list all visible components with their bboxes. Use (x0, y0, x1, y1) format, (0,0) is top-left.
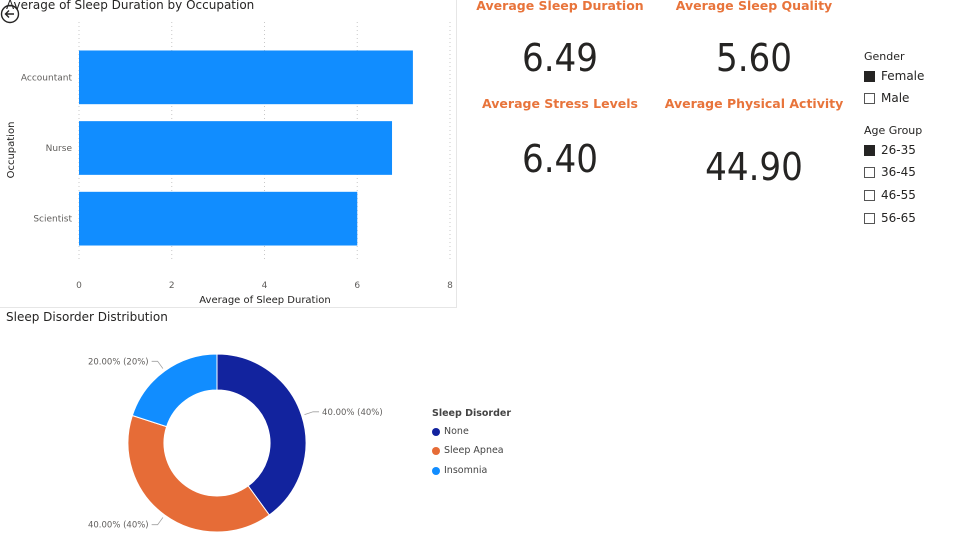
kpi-value-stress-levels: 6.40 (521, 137, 599, 181)
x-tick-label: 2 (169, 281, 175, 291)
gender-option-male[interactable]: Male (864, 91, 909, 105)
category-label: Accountant (21, 73, 73, 83)
data-label: 40.00% (40%) (88, 521, 149, 531)
age-option-label: 36-45 (881, 165, 916, 179)
leader-line (304, 411, 320, 415)
x-tick-label: 8 (447, 281, 453, 291)
bar-chart-title: Average of Sleep Duration by Occupation (6, 0, 255, 12)
data-label: 20.00% (20%) (88, 357, 149, 367)
age-option-36-45[interactable]: 36-45 (864, 165, 916, 179)
legend-item-label: Insomnia (444, 465, 488, 476)
legend-dot-icon (432, 427, 440, 436)
x-tick-label: 0 (76, 281, 82, 291)
gender-option-label: Female (881, 69, 925, 83)
checkbox-checked-icon (864, 144, 875, 156)
bar-chart-panel (0, 0, 457, 308)
kpi-value-sleep-quality: 5.60 (715, 36, 793, 80)
legend-item-label: Sleep Apnea (444, 445, 504, 456)
back-arrow-button[interactable] (0, 4, 20, 24)
donut-slice (216, 353, 307, 516)
bar-chart-ylabel: Occupation (6, 122, 17, 179)
category-label: Nurse (46, 144, 73, 154)
leader-line (151, 517, 164, 526)
age-option-56-65[interactable]: 56-65 (864, 211, 916, 225)
donut-slice (131, 353, 218, 428)
x-tick-label: 4 (262, 281, 268, 291)
kpi-label-physical-activity: Average Physical Activity (664, 96, 844, 111)
kpi-label-sleep-quality: Average Sleep Quality (675, 0, 833, 13)
data-label: 40.00% (40%) (322, 408, 383, 418)
checkbox-unchecked-icon (864, 189, 875, 201)
checkbox-checked-icon (864, 70, 875, 82)
bar (79, 50, 413, 105)
checkbox-unchecked-icon (864, 212, 875, 224)
leader-line (151, 360, 164, 369)
bar-chart-xlabel: Average of Sleep Duration (199, 295, 330, 306)
legend-item-sleep-apnea[interactable]: Sleep Apnea (432, 445, 504, 456)
donut-legend-title: Sleep Disorder (432, 408, 512, 419)
gender-slicer-title: Gender (864, 50, 905, 63)
kpi-value-sleep-duration: 6.49 (521, 36, 599, 80)
category-label: Scientist (33, 215, 72, 225)
x-tick-label: 6 (354, 281, 360, 291)
gender-option-label: Male (881, 91, 910, 105)
legend-item-none[interactable]: None (432, 426, 469, 437)
legend-item-label: None (444, 426, 469, 437)
kpi-value-physical-activity: 44.90 (705, 145, 803, 189)
bar-chart: Occupation Average of Sleep Duration 0 2 4… (6, 22, 453, 306)
legend-dot-icon (432, 466, 440, 475)
age-option-46-55[interactable]: 46-55 (864, 188, 916, 202)
age-option-label: 46-55 (881, 188, 916, 202)
legend-dot-icon (432, 446, 440, 455)
age-group-slicer-title: Age Group (864, 124, 923, 137)
kpi-label-stress-levels: Average Stress Levels (482, 96, 638, 111)
donut-chart: 40.00% (40%) 40.00% (40%) 20.00% (20%) (88, 353, 383, 533)
checkbox-unchecked-icon (864, 92, 875, 104)
back-arrow-icon (0, 4, 20, 24)
bar (79, 191, 358, 246)
gender-option-female[interactable]: Female (864, 69, 924, 83)
age-option-label: 26-35 (881, 143, 916, 157)
donut-slice (127, 414, 271, 533)
age-option-26-35[interactable]: 26-35 (864, 143, 916, 157)
donut-chart-title: Sleep Disorder Distribution (6, 310, 168, 324)
kpi-label-sleep-duration: Average Sleep Duration (476, 0, 644, 13)
age-option-label: 56-65 (881, 211, 916, 225)
checkbox-unchecked-icon (864, 166, 875, 178)
bar (79, 121, 393, 175)
legend-item-insomnia[interactable]: Insomnia (432, 465, 487, 476)
